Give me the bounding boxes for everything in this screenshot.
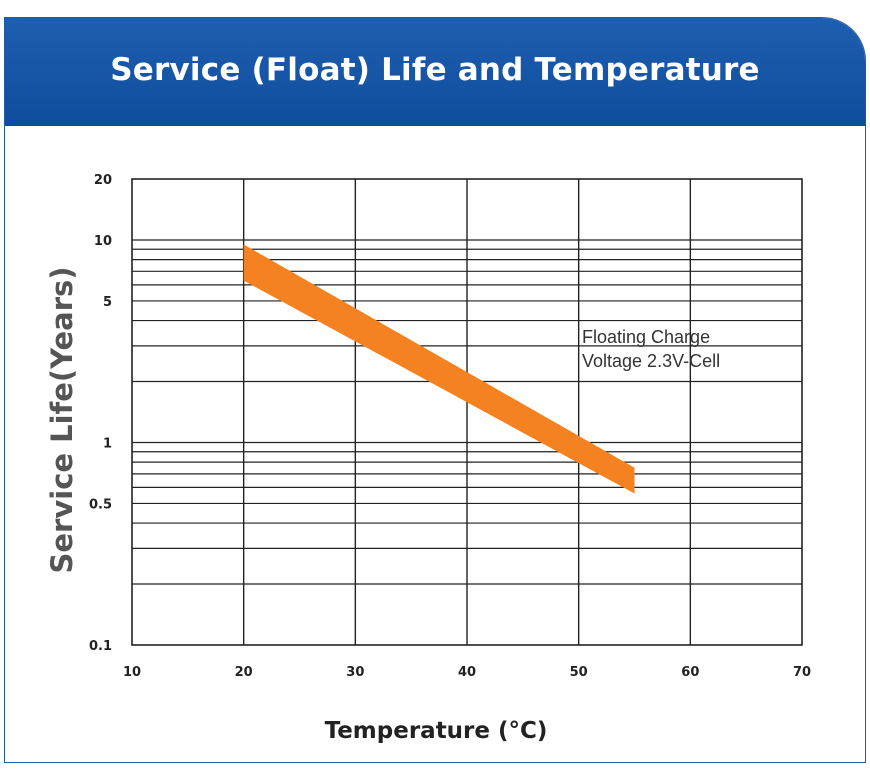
chart-header: Service (Float) Life and Temperature <box>5 18 865 126</box>
x-tick-label: 50 <box>570 665 588 680</box>
chart-title: Service (Float) Life and Temperature <box>110 52 760 88</box>
y-tick-label: 10 <box>94 234 112 249</box>
annotation-line-1: Floating Charge <box>582 327 710 347</box>
y-tick-label: 0.5 <box>89 497 112 512</box>
plot-border <box>131 178 803 646</box>
x-tick-label: 10 <box>123 665 141 680</box>
x-tick-label: 60 <box>681 665 699 680</box>
x-tick-label: 20 <box>235 665 253 680</box>
y-tick-label: 5 <box>103 295 112 310</box>
grid <box>132 179 802 645</box>
x-axis-label: Temperature (°C) <box>325 718 548 744</box>
chart-card: Service (Float) Life and Temperature <box>4 17 866 763</box>
y-tick-label: 0.1 <box>89 639 112 654</box>
plot-frame <box>131 178 803 646</box>
x-tick-label: 30 <box>346 665 364 680</box>
y-tick-label: 1 <box>103 436 112 451</box>
service-life-band-layer <box>243 244 635 494</box>
annotation-line-2: Voltage 2.3V-Cell <box>582 351 720 371</box>
y-tick-label: 20 <box>94 173 112 188</box>
x-tick-label: 70 <box>793 665 811 680</box>
y-axis-label: Service Life(Years) <box>45 266 79 573</box>
tick-labels: 10 20 30 40 50 60 70 20 10 5 1 0.5 0.1 <box>89 173 811 680</box>
x-tick-label: 40 <box>458 665 476 680</box>
service-life-band <box>243 244 635 494</box>
